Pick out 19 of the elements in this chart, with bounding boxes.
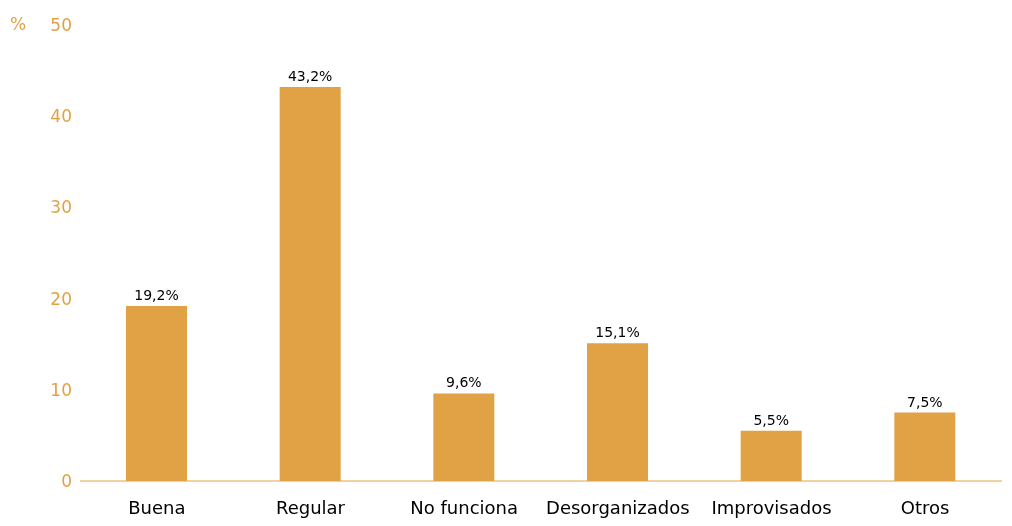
x-tick-label: Buena (128, 496, 186, 518)
data-label: 5,5% (753, 411, 789, 428)
data-label: 43,2% (287, 68, 333, 85)
y-tick-label: 20 (50, 288, 72, 309)
y-tick-label: 50 (50, 15, 72, 36)
data-label: 9,6% (446, 374, 482, 391)
x-tick-label: Otros (900, 496, 950, 518)
y-tick-label: 40 (50, 106, 72, 127)
data-label: 7,5% (907, 393, 943, 410)
x-tick-label: No funciona (410, 496, 519, 518)
y-tick-label: 10 (50, 379, 72, 400)
y-axis-title: % (10, 14, 27, 34)
x-tick-label: Regular (275, 496, 346, 518)
x-tick-label: Desorganizados (546, 496, 690, 518)
x-tick-label: Improvisados (711, 496, 832, 518)
y-tick-label: 0 (61, 471, 72, 492)
data-label: 19,2% (134, 286, 179, 303)
y-tick-label: 30 (50, 197, 72, 218)
data-label: 15,1% (595, 324, 640, 341)
